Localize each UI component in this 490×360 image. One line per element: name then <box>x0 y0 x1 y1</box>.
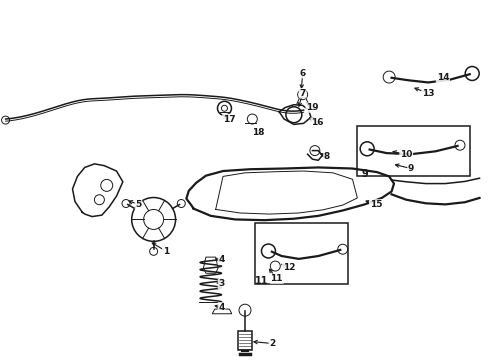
Circle shape <box>297 90 308 100</box>
Circle shape <box>270 261 280 271</box>
Text: 17: 17 <box>223 114 236 123</box>
Text: 5: 5 <box>135 200 142 209</box>
Polygon shape <box>212 309 232 314</box>
Circle shape <box>221 105 227 111</box>
Circle shape <box>310 145 320 156</box>
Text: 3: 3 <box>219 279 225 288</box>
Circle shape <box>338 244 348 254</box>
Text: 11: 11 <box>255 276 269 286</box>
Text: 4: 4 <box>219 256 225 265</box>
Text: 2: 2 <box>269 339 275 348</box>
Text: 9: 9 <box>361 168 368 179</box>
Circle shape <box>455 140 465 150</box>
Text: 6: 6 <box>299 69 306 78</box>
Circle shape <box>101 179 113 192</box>
Text: 8: 8 <box>324 152 330 161</box>
Bar <box>238 330 252 350</box>
Circle shape <box>218 101 231 115</box>
Circle shape <box>286 107 302 123</box>
Circle shape <box>465 67 479 81</box>
Circle shape <box>360 142 374 156</box>
Bar <box>255 223 347 284</box>
Polygon shape <box>203 257 218 273</box>
Circle shape <box>262 244 275 258</box>
Circle shape <box>95 195 104 205</box>
Text: 12: 12 <box>283 264 295 273</box>
Text: 9: 9 <box>408 164 415 173</box>
Text: 4: 4 <box>219 303 225 312</box>
Bar <box>357 126 470 176</box>
Text: 7: 7 <box>299 89 306 98</box>
Circle shape <box>1 116 10 124</box>
Text: 19: 19 <box>306 103 318 112</box>
Text: 13: 13 <box>422 89 435 98</box>
Text: 10: 10 <box>400 150 413 159</box>
Text: 14: 14 <box>437 73 449 82</box>
Circle shape <box>383 71 395 83</box>
Text: 1: 1 <box>163 247 169 256</box>
Text: 16: 16 <box>311 118 323 127</box>
Circle shape <box>247 114 257 124</box>
Text: 11: 11 <box>270 274 283 283</box>
Text: 15: 15 <box>369 200 382 209</box>
Text: 18: 18 <box>252 128 265 137</box>
